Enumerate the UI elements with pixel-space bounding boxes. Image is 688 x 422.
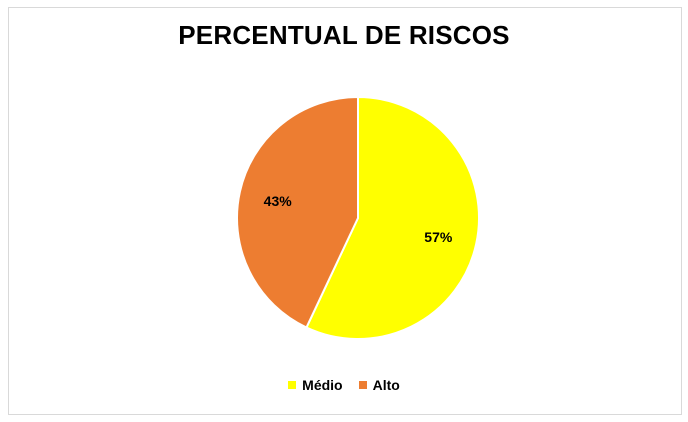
chart-title: PERCENTUAL DE RISCOS	[178, 20, 510, 50]
legend-label-medio: Médio	[302, 377, 343, 393]
legend-swatch-alto	[358, 381, 367, 389]
legend-item-medio: Médio	[288, 377, 343, 393]
legend-swatch-medio	[288, 381, 297, 389]
legend: Médio Alto	[0, 377, 688, 393]
data-label-alto: 43%	[264, 193, 293, 209]
pie-slice-alto	[236, 95, 359, 329]
pie-slice-medio	[305, 95, 480, 340]
data-label-medio: 57%	[424, 229, 453, 245]
legend-label-alto: Alto	[372, 377, 400, 393]
legend-item-alto: Alto	[358, 377, 400, 393]
